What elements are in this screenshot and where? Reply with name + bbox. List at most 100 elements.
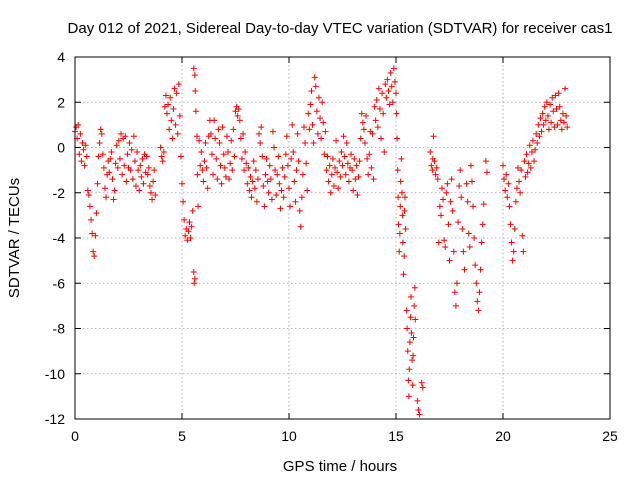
data-point [236,117,243,124]
grid [75,57,610,419]
data-point [312,83,319,90]
data-point [548,119,555,126]
data-point [222,173,229,180]
data-point [461,266,468,273]
data-point [269,128,276,135]
data-point [160,149,167,156]
data-point [534,139,541,146]
data-point [291,178,298,185]
data-point [212,135,219,142]
data-point [187,235,194,241]
data-point [405,393,412,400]
data-point [317,115,324,122]
data-point [223,133,230,140]
data-point [401,207,408,214]
data-point [563,112,570,119]
data-point [294,130,301,137]
data-point [527,164,534,171]
data-point [555,90,562,97]
data-point [194,171,201,178]
x-axis-label: GPS time / hours [283,458,397,475]
data-point [402,225,409,232]
data-point [191,275,198,282]
data-point [380,110,387,117]
data-point [544,112,551,119]
data-point [529,137,536,144]
data-point [115,137,122,144]
data-point [416,411,423,418]
data-point [279,164,286,171]
data-point [261,203,268,210]
data-point [342,171,349,178]
data-point [136,187,143,194]
data-point [203,164,210,171]
data-point [246,187,253,194]
data-point [475,307,482,314]
data-point [86,203,93,210]
data-point [322,128,329,135]
data-point [192,87,199,94]
data-point [79,139,86,146]
data-point [254,176,261,183]
data-point [391,78,398,85]
data-point [132,182,139,189]
data-point [238,155,245,162]
data-point [471,235,478,241]
data-point [479,221,486,228]
data-point [394,167,401,174]
data-point [260,182,267,189]
data-point [400,271,407,278]
data-point [247,173,254,180]
data-point [199,167,206,174]
data-point [343,139,350,146]
data-point [373,96,380,103]
data-point [276,180,283,187]
data-point [275,153,282,160]
data-point [189,207,196,214]
data-point [281,173,288,180]
data-point [369,130,376,137]
data-point [111,187,118,194]
data-point [256,130,263,137]
data-point [433,164,440,171]
data-point [309,121,316,128]
data-point [296,207,303,214]
data-point [98,130,105,137]
data-point [243,160,250,167]
data-point [401,194,408,201]
data-point [341,153,348,160]
x-tick-label: 5 [178,428,186,444]
data-point [407,314,414,321]
data-point [418,379,425,386]
data-point [245,164,252,171]
data-point [468,178,475,185]
data-point [538,128,545,135]
data-point [396,248,403,255]
data-point [452,302,459,309]
data-point [282,151,289,158]
data-point [364,155,371,162]
data-point [511,225,518,232]
data-point [262,171,269,178]
data-point [522,173,529,180]
data-point [359,119,366,126]
data-point [200,178,207,185]
data-point [514,164,521,171]
data-point [196,137,203,144]
data-point [179,180,185,187]
data-point [552,92,559,99]
data-point [190,268,197,275]
data-point [411,302,418,309]
data-point [389,99,396,106]
data-point [546,126,553,133]
data-point [447,198,454,205]
data-point [284,162,291,169]
data-point [535,121,542,128]
data-point [390,65,397,72]
data-point [161,103,168,110]
data-point [164,110,171,117]
data-point [216,139,223,146]
data-point [226,176,233,183]
data-point [295,158,302,165]
data-point [401,253,408,260]
